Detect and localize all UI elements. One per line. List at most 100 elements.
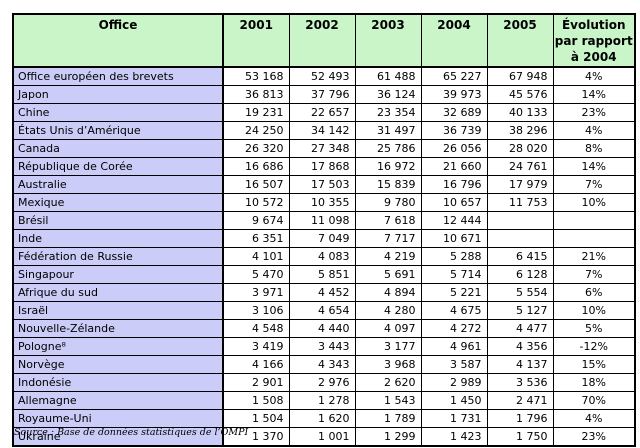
year-value: 45 576 [486, 85, 554, 104]
year-value: 1 789 [354, 409, 422, 428]
year-value: 1 001 [288, 427, 356, 447]
year-value: 5 288 [420, 247, 488, 266]
year-value: 4 219 [354, 247, 422, 266]
table-row: Australie 16 507 17 503 15 839 16 796 17 979 7… [12, 175, 636, 194]
office-name: Office européen des brevets [12, 66, 224, 86]
year-value: 4 675 [420, 301, 488, 320]
table-row: Afrique du sud 3 971 4 452 4 894 5 221 5 554 6… [12, 283, 636, 302]
year-value: 1 731 [420, 409, 488, 428]
year-value: 2 471 [486, 391, 554, 410]
year-value: 28 020 [486, 139, 554, 158]
year-value: 16 972 [354, 157, 422, 176]
column-header-office: Office [12, 13, 224, 68]
year-value: 1 423 [420, 427, 488, 447]
year-value: 3 971 [222, 283, 290, 302]
year-value [486, 229, 554, 248]
table-row: Allemagne 1 508 1 278 1 543 1 450 2 471 70% [12, 391, 636, 410]
year-value: 3 419 [222, 337, 290, 356]
year-value: 3 106 [222, 301, 290, 320]
year-value: 1 504 [222, 409, 290, 428]
year-value: 6 415 [486, 247, 554, 266]
year-value: 17 503 [288, 175, 356, 194]
year-value: 4 083 [288, 247, 356, 266]
year-value: 1 796 [486, 409, 554, 428]
year-value: 11 753 [486, 193, 554, 212]
year-value: 24 761 [486, 157, 554, 176]
year-value: 39 973 [420, 85, 488, 104]
year-value: 2 620 [354, 373, 422, 392]
table-body: Office européen des brevets 53 168 52 493 6… [12, 66, 636, 447]
year-value: 23 354 [354, 103, 422, 122]
year-value: 4 101 [222, 247, 290, 266]
year-value: 9 674 [222, 211, 290, 230]
office-name: Nouvelle-Zélande [12, 319, 224, 338]
year-value: 4 097 [354, 319, 422, 338]
year-value: 4 356 [486, 337, 554, 356]
office-name: Ukraine [12, 427, 224, 447]
year-value: 1 450 [420, 391, 488, 410]
year-value: 4 477 [486, 319, 554, 338]
year-value: 5 554 [486, 283, 554, 302]
year-value: 10 671 [420, 229, 488, 248]
office-name: Pologne⁸ [12, 337, 224, 356]
year-value: 61 488 [354, 66, 422, 86]
year-value: 25 786 [354, 139, 422, 158]
year-value: 34 142 [288, 121, 356, 140]
year-value: 5 470 [222, 265, 290, 284]
year-value: 3 587 [420, 355, 488, 374]
table-row: Nouvelle-Zélande 4 548 4 440 4 097 4 272 4 47… [12, 319, 636, 338]
table-row: Indonésie 2 901 2 976 2 620 2 989 3 536 18% [12, 373, 636, 392]
year-value: 36 739 [420, 121, 488, 140]
office-name: Brésil [12, 211, 224, 230]
year-value: 4 280 [354, 301, 422, 320]
patent-filings-table-container: Office 2001 2002 2003 2004 2005 Évolution par … [12, 13, 636, 447]
year-value: 19 231 [222, 103, 290, 122]
year-value: 10 572 [222, 193, 290, 212]
table-row: Canada 26 320 27 348 25 786 26 056 28 020 8% [12, 139, 636, 158]
column-header-2004: 2004 [420, 13, 488, 68]
year-value: 4 452 [288, 283, 356, 302]
year-value: 53 168 [222, 66, 290, 86]
office-name: Japon [12, 85, 224, 104]
evolution-value: 6% [552, 283, 636, 302]
year-value: 1 370 [222, 427, 290, 447]
year-value: 6 351 [222, 229, 290, 248]
year-value: 67 948 [486, 66, 554, 86]
evolution-value: 15% [552, 355, 636, 374]
column-header-evolution: Évolution par rapport à 2004 [552, 13, 636, 68]
evolution-value: 18% [552, 373, 636, 392]
year-value: 3 443 [288, 337, 356, 356]
year-value: 1 278 [288, 391, 356, 410]
table-row: Israël 3 106 4 654 4 280 4 675 5 127 10% [12, 301, 636, 320]
year-value: 36 813 [222, 85, 290, 104]
year-value: 17 979 [486, 175, 554, 194]
evolution-value: 21% [552, 247, 636, 266]
year-value: 15 839 [354, 175, 422, 194]
year-value: 9 780 [354, 193, 422, 212]
year-value: 21 660 [420, 157, 488, 176]
table-row: États Unis d’Amérique 24 250 34 142 31 497 3… [12, 121, 636, 140]
header-row: Office 2001 2002 2003 2004 2005 Évolution par … [12, 13, 636, 68]
evolution-value: 70% [552, 391, 636, 410]
year-value: 1 750 [486, 427, 554, 447]
evolution-value: 8% [552, 139, 636, 158]
table-row: Japon 36 813 37 796 36 124 39 973 45 576 14% [12, 85, 636, 104]
evolution-value: 10% [552, 193, 636, 212]
year-value: 10 657 [420, 193, 488, 212]
year-value: 2 901 [222, 373, 290, 392]
evolution-value: 7% [552, 265, 636, 284]
year-value: 3 177 [354, 337, 422, 356]
table-row: Chine 19 231 22 657 23 354 32 689 40 133 23% [12, 103, 636, 122]
year-value: 22 657 [288, 103, 356, 122]
year-value: 5 127 [486, 301, 554, 320]
evolution-value: 7% [552, 175, 636, 194]
year-value: 2 989 [420, 373, 488, 392]
evolution-value: 5% [552, 319, 636, 338]
year-value: 5 691 [354, 265, 422, 284]
table-row: Ukraine 1 370 1 001 1 299 1 423 1 750 23% [12, 427, 636, 447]
year-value: 37 796 [288, 85, 356, 104]
year-value: 16 507 [222, 175, 290, 194]
evolution-value: 14% [552, 85, 636, 104]
year-value: 16 796 [420, 175, 488, 194]
table-row: Pologne⁸ 3 419 3 443 3 177 4 961 4 356 -12% [12, 337, 636, 356]
